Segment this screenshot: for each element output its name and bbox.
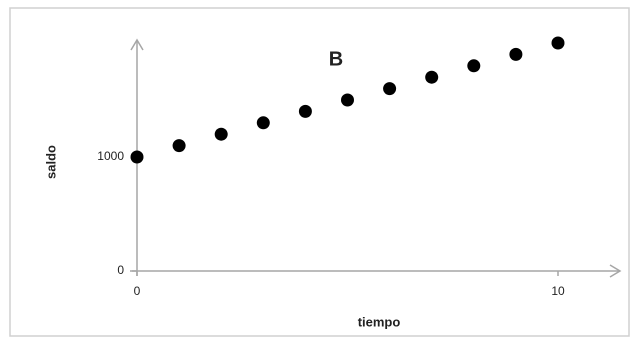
x-axis-label: tiempo <box>358 314 401 329</box>
data-point <box>341 93 354 107</box>
data-point <box>425 70 439 84</box>
data-point <box>172 139 186 153</box>
x-tick-label: 0 <box>134 284 141 298</box>
data-point <box>298 104 312 118</box>
x-tick-label: 10 <box>551 284 565 298</box>
data-point <box>214 127 228 141</box>
data-point <box>383 82 397 96</box>
y-tick-label: 0 <box>117 263 124 277</box>
data-point <box>130 150 144 164</box>
y-tick-label: 1000 <box>97 149 124 163</box>
y-axis-arrow <box>130 38 144 51</box>
x-axis-arrow <box>609 264 622 278</box>
chart-frame <box>9 7 630 337</box>
y-axis-label: saldo <box>43 145 58 179</box>
chart-title: B <box>329 48 343 70</box>
data-point <box>256 116 270 130</box>
data-point <box>467 59 481 73</box>
data-point <box>509 47 523 61</box>
data-point <box>551 36 565 50</box>
